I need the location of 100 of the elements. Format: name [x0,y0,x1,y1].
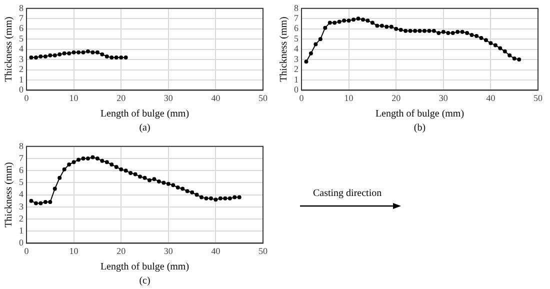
y-tick-label: 4 [19,189,24,200]
point [147,178,152,182]
point [470,32,474,37]
y-tick-label: 6 [19,23,24,34]
x-tick-label: 30 [438,92,448,103]
point [48,53,52,58]
y-tick-label: 8 [19,2,24,13]
point [142,176,147,180]
x-tick-label: 20 [116,92,126,103]
point [100,158,104,163]
point [214,198,218,202]
x-tick-label: 40 [211,246,221,256]
y-tick-label: 0 [294,84,299,95]
point [124,55,128,60]
point [328,20,332,25]
x-tick-label: 40 [486,92,496,103]
point [456,30,460,34]
point [404,28,408,33]
y-tick-label: 4 [19,44,24,54]
point [52,186,57,191]
point [162,180,166,185]
point [58,52,62,56]
point [394,26,398,31]
point [314,42,318,46]
point [366,18,370,23]
point [171,183,176,188]
point [110,162,114,167]
point [48,200,52,204]
point [360,18,365,22]
point [308,51,313,56]
point [29,55,34,60]
y-tick-label: 2 [19,213,24,224]
point [218,196,222,200]
point [43,54,48,58]
point [52,53,57,58]
x-axis-title: Length of bulge (mm) [375,108,464,120]
point [86,156,90,160]
point [408,28,412,33]
point [498,46,502,50]
point [232,195,237,200]
y-tick-label: 0 [19,84,24,95]
point [208,196,213,200]
point [38,201,43,206]
point [95,156,100,160]
x-tick-label: 20 [392,92,402,103]
point [332,20,337,25]
point [95,50,100,54]
y-tick-label: 3 [19,54,24,64]
point [304,60,308,64]
point [114,55,118,60]
y-axis-title: Thickness (mm) [4,162,15,228]
point [138,174,142,179]
y-tick-label: 5 [19,33,24,44]
point [460,30,464,34]
point [389,24,394,29]
y-tick-label: 5 [19,177,24,188]
point [323,26,328,30]
point [29,198,34,203]
x-tick-label: 50 [258,246,268,256]
y-axis-title: Thickness (mm) [4,16,15,82]
point [223,196,228,200]
y-tick-label: 4 [294,44,299,54]
y-axis-title: Thickness (mm) [278,16,290,82]
point [508,53,512,58]
point [337,20,342,24]
point [119,167,124,172]
point [228,196,232,200]
point [190,190,194,194]
point [128,171,133,176]
point [185,189,190,194]
x-tick-label: 10 [69,246,79,256]
point [318,37,322,42]
point [110,55,114,60]
point [493,43,498,48]
y-tick-label: 8 [19,140,24,151]
point [375,24,380,28]
point [512,56,516,61]
point [86,49,90,54]
point [384,24,389,29]
x-tick-label: 50 [258,92,268,103]
y-tick-label: 2 [294,64,298,74]
point [104,160,109,164]
y-tick-label: 1 [294,74,298,84]
text: (a) [139,122,150,134]
point [422,28,426,33]
point [352,18,356,22]
point [200,195,204,200]
y-tick-label: 8 [294,2,299,13]
y-tick-label: 5 [294,33,299,44]
y-tick-label: 3 [294,54,299,64]
point [427,28,432,33]
point [104,54,109,58]
point [124,168,128,173]
point [237,195,242,200]
point [62,167,66,172]
point [34,55,38,60]
point [67,51,72,56]
point [380,24,384,28]
x-tick-label: 10 [344,92,354,103]
x-tick-label: 50 [534,92,543,103]
